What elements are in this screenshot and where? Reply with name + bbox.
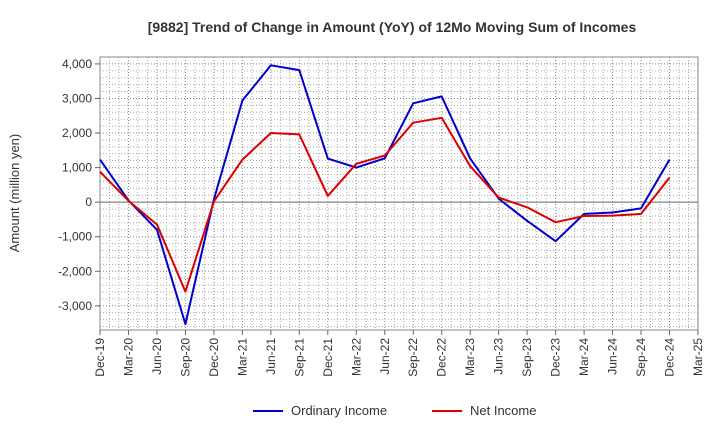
x-tick-label: Mar-22: [349, 338, 363, 376]
x-tick-label: Mar-23: [463, 338, 477, 376]
chart-title: [9882] Trend of Change in Amount (YoY) o…: [148, 19, 637, 35]
x-tick-label: Dec-19: [93, 338, 107, 377]
legend-label-net-income: Net Income: [470, 403, 536, 418]
x-tick-label: Sep-20: [178, 338, 192, 377]
y-tick-label: -3,000: [58, 299, 92, 313]
series-line-net-income: [99, 116, 671, 293]
x-tick-label: Dec-21: [321, 338, 335, 377]
x-tick-label: Mar-20: [121, 338, 135, 376]
series-line-ordinary-income: [99, 64, 671, 326]
x-tick-label: Sep-22: [406, 338, 420, 377]
legend-label-ordinary-income: Ordinary Income: [291, 403, 387, 418]
y-tick-label: 0: [85, 195, 92, 209]
y-axis-label: Amount (million yen): [7, 134, 22, 253]
x-tick-label: Dec-24: [663, 338, 677, 377]
y-tick-label: 1,000: [62, 161, 92, 175]
x-tick-label: Mar-25: [691, 338, 705, 376]
x-tick-label: Mar-24: [577, 338, 591, 376]
x-tick-label: Jun-21: [264, 338, 278, 375]
x-tick-label: Jun-24: [606, 338, 620, 375]
x-tick-label: Sep-23: [520, 338, 534, 377]
y-tick-label: 3,000: [62, 91, 92, 105]
y-tick-label: 4,000: [62, 57, 92, 71]
plot-area-border: [99, 56, 699, 331]
y-tick-label: -1,000: [58, 230, 92, 244]
grid-lines: [100, 56, 698, 330]
x-tick-label: Jun-22: [378, 338, 392, 375]
y-tick-label: -2,000: [58, 264, 92, 278]
x-tick-label: Jun-23: [492, 338, 506, 375]
x-tick-label: Mar-21: [235, 338, 249, 376]
series-lines: [99, 64, 671, 326]
x-tick-label: Sep-24: [634, 338, 648, 377]
legend: Ordinary Income Net Income: [253, 403, 536, 418]
x-tick-label: Jun-20: [150, 338, 164, 375]
x-axis-ticks: Dec-19 Mar-20 Jun-20 Sep-20 Dec-20 Mar-21 Jun-…: [93, 330, 705, 377]
x-tick-label: Dec-20: [207, 338, 221, 377]
x-tick-label: Sep-21: [292, 338, 306, 377]
x-tick-label: Dec-23: [549, 338, 563, 377]
x-tick-label: Dec-22: [435, 338, 449, 377]
y-tick-label: 2,000: [62, 126, 92, 140]
y-axis-ticks: 4,000 3,000 2,000 1,000 0 -1,000 -2,000 -3,000: [58, 57, 100, 313]
